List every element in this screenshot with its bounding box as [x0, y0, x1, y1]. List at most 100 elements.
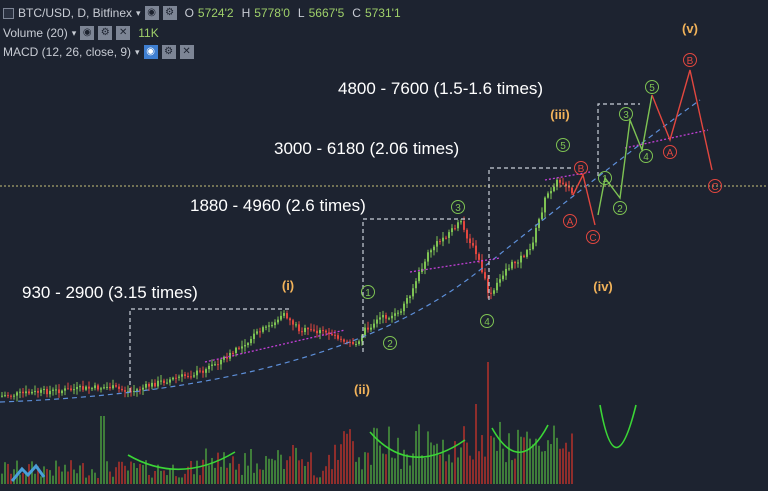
- macd-label[interactable]: MACD (12, 26, close, 9): [3, 45, 132, 59]
- candle-body: [556, 179, 558, 187]
- ohlc-high-label: H: [241, 6, 251, 20]
- volume-bar: [472, 459, 474, 484]
- candle-body: [568, 186, 570, 188]
- volume-bar: [217, 452, 219, 484]
- major-wave-label: (ii): [354, 382, 370, 397]
- candle-body: [310, 329, 312, 331]
- volume-bar: [544, 451, 546, 484]
- candle-body: [67, 388, 69, 390]
- candle-body: [520, 255, 522, 263]
- minor-wave-label: 5: [560, 141, 566, 152]
- minor-wave-label-circle: [383, 336, 397, 350]
- candle-body: [493, 290, 495, 294]
- volume-bar: [475, 404, 477, 484]
- projection-abc-2: [651, 69, 713, 171]
- volume-bar: [130, 461, 132, 484]
- volume-bar: [148, 474, 150, 484]
- candle-body: [235, 347, 237, 354]
- eye-icon[interactable]: ◉: [80, 26, 95, 40]
- close-icon[interactable]: ✕: [179, 45, 194, 59]
- volume-bar: [112, 476, 114, 484]
- volume-bar: [37, 466, 39, 484]
- settings-icon[interactable]: ⚙: [162, 6, 177, 20]
- ohlc-open-value: 5724'2: [197, 6, 234, 20]
- candle-body: [208, 365, 210, 370]
- volume-bar: [304, 465, 306, 484]
- volume-bar: [511, 460, 513, 484]
- candle-body: [340, 338, 342, 340]
- volume-bar: [427, 431, 429, 484]
- candle-body: [121, 388, 123, 391]
- volume-bar: [49, 470, 51, 484]
- volume-bar: [172, 464, 174, 484]
- settings-icon[interactable]: ⚙: [161, 45, 176, 59]
- candle-body: [442, 237, 444, 242]
- candle-body: [10, 395, 12, 397]
- volume-bar: [523, 437, 525, 484]
- minor-wave-label-circle: [613, 201, 627, 215]
- volume-bar: [205, 448, 207, 484]
- candle-body: [28, 391, 30, 394]
- volume-bar: [493, 437, 495, 484]
- volume-bar: [439, 454, 441, 484]
- candle-body: [544, 197, 546, 213]
- range-label-1: 930 - 2900 (3.15 times): [22, 283, 198, 302]
- range-guide-4: [597, 103, 640, 176]
- candle-body: [1, 395, 3, 397]
- volume-bar: [247, 465, 249, 484]
- candle-body: [349, 341, 351, 343]
- volume-bar: [61, 471, 63, 484]
- volume-bowl-2: [369, 431, 466, 458]
- candle-body: [517, 262, 519, 264]
- corrective-wave-label: C: [711, 182, 718, 193]
- candle-body: [559, 179, 561, 183]
- candle-body: [262, 327, 264, 332]
- candle-body: [484, 272, 486, 279]
- candle-body: [481, 259, 483, 273]
- close-icon[interactable]: ✕: [116, 26, 131, 40]
- channel-line: [204, 329, 346, 363]
- volume-bar: [175, 476, 177, 484]
- volume-label[interactable]: Volume (20): [3, 26, 68, 40]
- candle-body: [445, 237, 447, 239]
- volume-bar: [100, 416, 102, 484]
- volume-bar: [253, 472, 255, 484]
- collapse-icon[interactable]: [3, 7, 14, 19]
- candle-body: [370, 327, 372, 330]
- volume-bar: [250, 449, 252, 484]
- eye-icon[interactable]: ◉: [143, 45, 158, 59]
- volume-bar: [235, 469, 237, 484]
- volume-bar: [346, 433, 348, 484]
- candle-body: [496, 282, 498, 291]
- range-guide-1: [129, 308, 290, 392]
- volume-bar: [367, 452, 369, 484]
- candle-body: [301, 331, 303, 333]
- volume-bar: [553, 425, 555, 484]
- volume-bar: [25, 473, 27, 484]
- candle-body: [160, 380, 162, 382]
- candle-body: [415, 281, 417, 289]
- chevron-down-icon[interactable]: ▾: [71, 27, 77, 38]
- candle-body: [289, 318, 291, 321]
- minor-wave-label-circle: [556, 138, 570, 152]
- settings-icon[interactable]: ⚙: [98, 26, 113, 40]
- volume-bar: [70, 460, 72, 484]
- volume-bar: [145, 460, 147, 484]
- candle-body: [19, 391, 21, 393]
- volume-bar: [184, 473, 186, 484]
- chevron-down-icon[interactable]: ▾: [135, 46, 140, 57]
- candle-body: [97, 385, 99, 390]
- volume-bar: [469, 455, 471, 484]
- candle-body: [277, 319, 279, 323]
- candle-body: [298, 324, 300, 332]
- candle-body: [103, 387, 105, 389]
- candle-body: [403, 303, 405, 312]
- volume-bar: [178, 477, 180, 484]
- minor-wave-label: 4: [484, 317, 490, 328]
- symbol-label[interactable]: BTC/USD, D, Bitfinex: [18, 6, 133, 20]
- eye-icon[interactable]: ◉: [144, 6, 159, 20]
- volume-bar: [4, 462, 6, 484]
- volume-bar: [481, 435, 483, 484]
- candle-body: [214, 364, 216, 366]
- chevron-down-icon[interactable]: ▾: [136, 7, 141, 18]
